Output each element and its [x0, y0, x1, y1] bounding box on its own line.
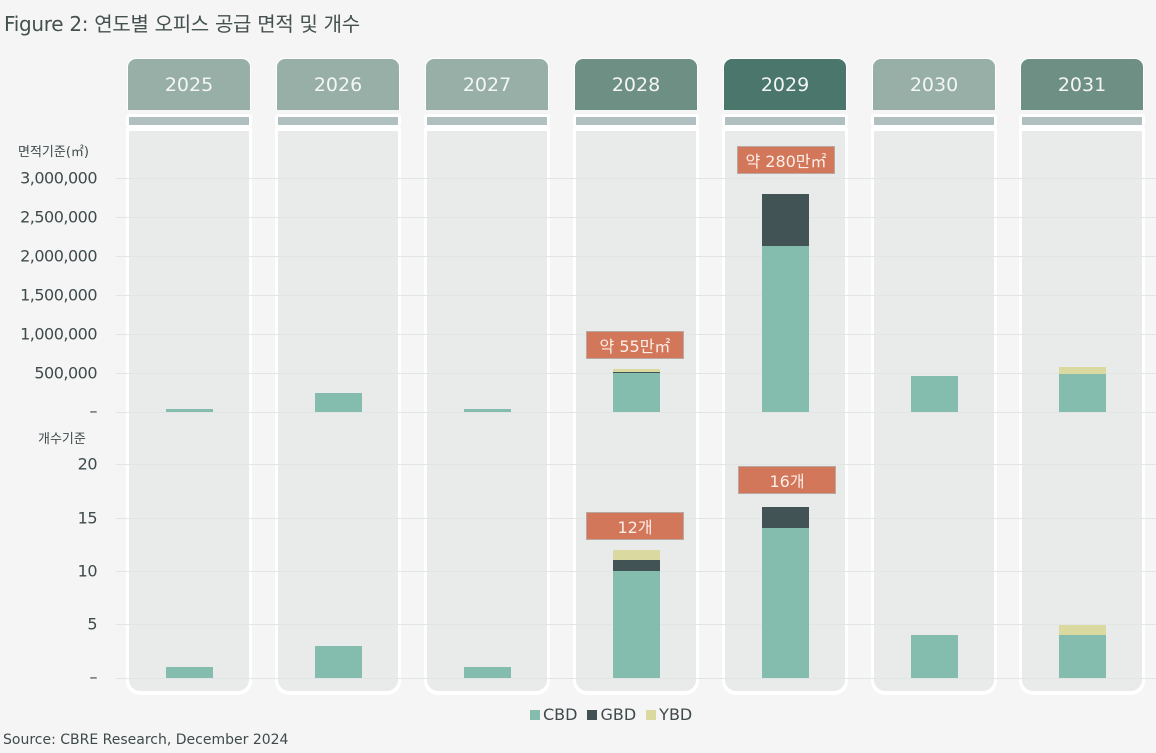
area-axis-label: 면적기준(㎡)	[18, 145, 89, 160]
legend-label: GBD	[600, 705, 637, 724]
count-bar-cbd-2028	[613, 571, 660, 678]
year-strip-bar	[576, 117, 696, 125]
callout-count-2029: 16개	[738, 466, 836, 494]
year-strip	[722, 114, 848, 128]
count-bar-ybd-2028	[613, 549, 660, 561]
legend-label: CBD	[543, 705, 578, 724]
area-tick: 500,000	[34, 363, 97, 383]
count-axis-label: 개수기준	[38, 432, 86, 447]
callout-area-2028: 약 55만㎡	[586, 331, 684, 359]
area-bar-cbd-2025	[166, 408, 213, 412]
gridline	[116, 256, 1156, 257]
year-header: 2029	[723, 58, 847, 110]
gridline	[116, 178, 1156, 179]
source-note: Source: CBRE Research, December 2024	[3, 732, 289, 748]
count-tick: –	[89, 667, 98, 687]
legend-item-gbd: GBD	[587, 705, 636, 724]
count-tick: 10	[77, 561, 98, 581]
callout-count-2028: 12개	[586, 512, 684, 540]
legend-item-ybd: YBD	[646, 705, 692, 724]
area-bar-cbd-2031	[1059, 373, 1106, 412]
count-bar-gbd-2028	[613, 560, 660, 571]
count-tick: 5	[87, 614, 97, 634]
count-bar-cbd-2027	[464, 667, 511, 678]
year-strip	[424, 114, 550, 128]
gridline	[116, 678, 1156, 679]
year-strip-bar	[278, 117, 398, 125]
area-bar-cbd-2029	[762, 245, 809, 412]
legend: CBD GBD YBD	[530, 705, 692, 724]
count-bar-gbd-2029	[762, 506, 809, 529]
area-bar-cbd-2030	[911, 376, 958, 412]
year-header: 2025	[127, 58, 251, 110]
year-header: 2031	[1020, 58, 1144, 110]
year-strip-bar	[874, 117, 994, 125]
year-panel	[871, 128, 997, 695]
year-header: 2026	[276, 58, 400, 110]
gbd-swatch-icon	[587, 709, 598, 720]
area-tick: 1,500,000	[20, 285, 97, 305]
count-tick: 15	[77, 508, 98, 528]
gridline	[116, 295, 1156, 296]
count-bar-cbd-2025	[166, 667, 213, 678]
figure-title: Figure 2: 연도별 오피스 공급 면적 및 개수	[4, 12, 360, 36]
area-bar-ybd-2028	[613, 368, 660, 372]
year-strip	[275, 114, 401, 128]
ybd-swatch-icon	[646, 709, 657, 720]
count-bar-cbd-2031	[1059, 635, 1106, 678]
cbd-swatch-icon	[530, 709, 540, 720]
count-bar-cbd-2029	[762, 528, 809, 678]
year-strip-bar	[129, 117, 249, 125]
year-strip-bar	[427, 117, 547, 125]
count-bar-cbd-2030	[911, 635, 958, 678]
year-header: 2027	[425, 58, 549, 110]
area-bar-cbd-2028	[613, 373, 660, 412]
count-bar-ybd-2031	[1059, 624, 1106, 636]
count-bar-cbd-2026	[315, 645, 362, 678]
year-header: 2030	[872, 58, 996, 110]
year-panel	[126, 128, 252, 695]
area-bar-ybd-2031	[1059, 366, 1106, 374]
area-tick: 1,000,000	[20, 324, 97, 344]
year-strip	[573, 114, 699, 128]
year-header: 2028	[574, 58, 698, 110]
gridline	[116, 464, 1156, 465]
legend-item-cbd: CBD	[530, 705, 577, 724]
gridline	[116, 412, 1156, 413]
area-tick: 2,500,000	[20, 207, 97, 227]
area-tick: 2,000,000	[20, 246, 97, 266]
count-tick: 20	[77, 454, 98, 474]
year-strip	[126, 114, 252, 128]
year-strip	[871, 114, 997, 128]
callout-area-2029: 약 280만㎡	[737, 146, 835, 174]
area-tick: –	[89, 401, 98, 421]
area-tick: 3,000,000	[20, 168, 97, 188]
area-bar-cbd-2026	[315, 392, 362, 412]
year-panel	[1019, 128, 1145, 695]
year-strip-bar	[725, 117, 845, 125]
area-bar-cbd-2027	[464, 409, 511, 412]
area-bar-gbd-2029	[762, 193, 809, 246]
gridline	[116, 217, 1156, 218]
legend-label: YBD	[659, 705, 693, 724]
year-strip	[1019, 114, 1145, 128]
year-strip-bar	[1022, 117, 1142, 125]
